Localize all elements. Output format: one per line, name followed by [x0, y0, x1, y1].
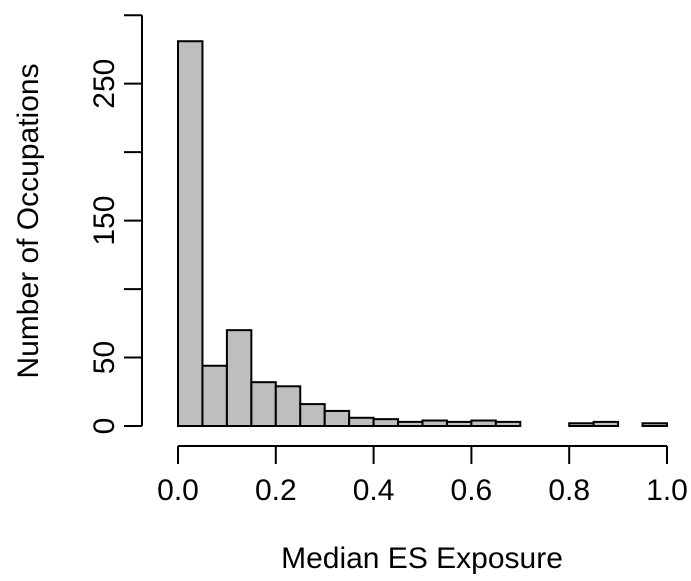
- histogram-bar: [494, 420, 522, 427]
- histogram-bar: [397, 420, 424, 427]
- x-tick-label: 1.0: [646, 474, 688, 507]
- y-tick-label: 0: [88, 418, 121, 435]
- x-axis-title: Median ES Exposure: [281, 542, 563, 575]
- x-tick-label: 0.4: [353, 474, 395, 507]
- y-tick-label: 250: [88, 59, 121, 109]
- histogram-bar: [225, 329, 253, 427]
- x-tick-label: 0.2: [255, 474, 297, 507]
- histogram-bar: [274, 385, 302, 428]
- histogram-bar: [250, 381, 277, 428]
- histogram-bar: [421, 419, 448, 427]
- histogram-bar: [201, 364, 228, 427]
- histogram-bar: [177, 40, 204, 427]
- histogram-bar: [592, 420, 620, 427]
- y-axis: 0 50 150 250: [88, 14, 143, 435]
- x-tick-label: 0.8: [548, 474, 590, 507]
- histogram-bar: [445, 420, 473, 427]
- histogram-bar: [372, 418, 400, 428]
- histogram-bar: [470, 419, 497, 427]
- histogram-bar: [568, 422, 595, 428]
- histogram-bar: [323, 409, 351, 428]
- histogram-bar: [299, 403, 326, 427]
- y-axis-title: Number of Occupations: [12, 63, 45, 378]
- x-axis: 0.0 0.2 0.4 0.6 0.8 1.0: [157, 445, 688, 507]
- histogram-bar: [641, 422, 668, 428]
- y-tick-label: 150: [88, 196, 121, 246]
- x-tick-label: 0.0: [157, 474, 199, 507]
- y-tick-label: 50: [88, 341, 121, 374]
- x-tick-label: 0.6: [451, 474, 493, 507]
- bars-group: [177, 40, 668, 428]
- histogram-bar: [348, 416, 375, 428]
